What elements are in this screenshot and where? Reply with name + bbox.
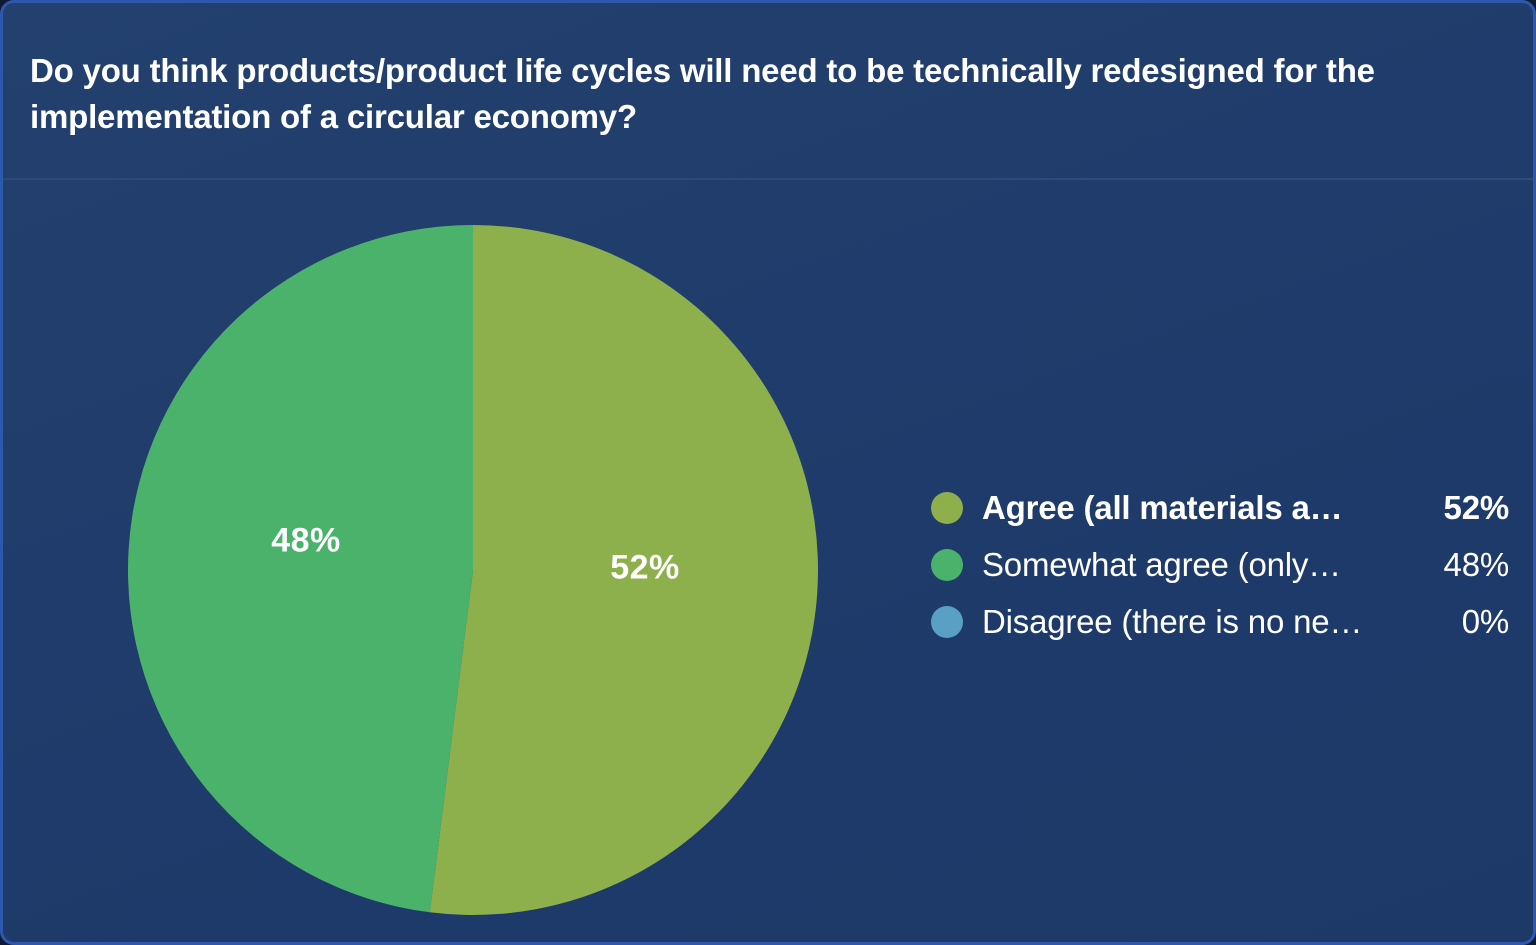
legend-value: 48% — [1443, 545, 1510, 583]
legend-color-dot — [931, 491, 963, 524]
legend-label: Agree (all materials a… — [982, 488, 1343, 526]
legend-value: 0% — [1461, 602, 1509, 640]
legend-color-dot — [931, 548, 963, 581]
pie-slice-0[interactable] — [429, 225, 818, 915]
header-divider — [3, 178, 1533, 180]
pie-chart — [128, 225, 818, 915]
legend: Agree (all materials a… 52% Somewhat agr… — [931, 479, 1509, 650]
legend-row-somewhat-agree[interactable]: Somewhat agree (only… 48% — [931, 536, 1509, 593]
question-title: Do you think products/product life cycle… — [30, 52, 1375, 135]
legend-label: Somewhat agree (only… — [982, 545, 1341, 583]
legend-color-dot — [931, 605, 963, 638]
legend-label: Disagree (there is no ne… — [982, 602, 1363, 640]
legend-row-disagree[interactable]: Disagree (there is no ne… 0% — [931, 593, 1509, 650]
legend-row-agree[interactable]: Agree (all materials a… 52% — [931, 479, 1509, 536]
pie-chart-area: 52% 48% — [128, 225, 818, 915]
pie-slice-1[interactable] — [128, 225, 473, 913]
header: Do you think products/product life cycle… — [3, 3, 1533, 178]
legend-value: 52% — [1443, 488, 1510, 526]
